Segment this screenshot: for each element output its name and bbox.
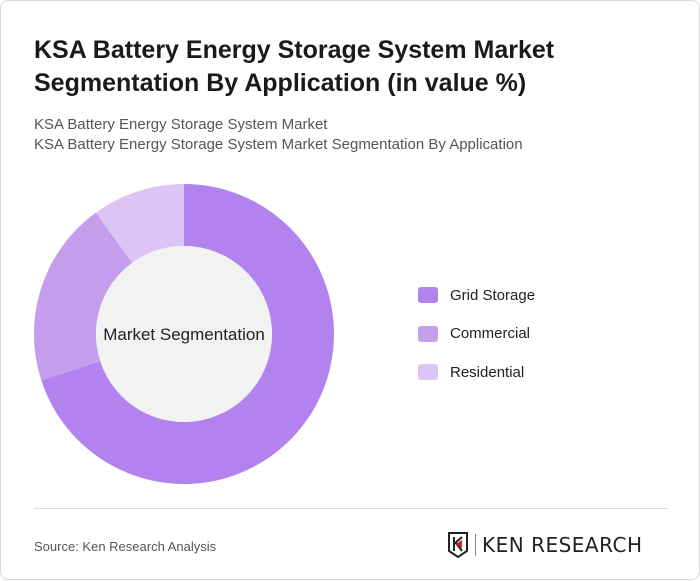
source-note: Source: Ken Research Analysis (34, 539, 217, 554)
slice-residential[interactable] (95, 184, 184, 263)
logo-text: KEN RESEARCH (482, 533, 643, 557)
donut-hole (96, 246, 272, 422)
divider (34, 508, 668, 509)
logo-separator (475, 534, 476, 556)
legend-item[interactable]: Grid Storage (418, 285, 535, 305)
legend-swatch (418, 287, 438, 303)
legend-item[interactable]: Commercial (418, 324, 535, 344)
legend-label: Grid Storage (450, 286, 536, 304)
legend-swatch (418, 325, 438, 342)
ken-shield-icon (448, 532, 468, 558)
legend-swatch (418, 364, 438, 380)
slice-commercial[interactable] (33, 212, 133, 381)
legend: Grid Storage Commercial Residential (418, 285, 535, 401)
legend-label: Commercial (450, 325, 531, 342)
ken-research-logo: KEN RESEARCH (447, 532, 643, 558)
chart-subtitle-2: KSA Battery Energy Storage System Market… (34, 136, 523, 153)
slice-grid-storage[interactable] (41, 184, 334, 484)
legend-item[interactable]: Residential (418, 362, 535, 382)
legend-label: Residential (450, 363, 525, 381)
center-label: Market Segmentation (103, 325, 265, 344)
chart-subtitle: KSA Battery Energy Storage System Market (34, 116, 328, 133)
chart-title: KSA Battery Energy Storage System Market… (34, 36, 555, 97)
